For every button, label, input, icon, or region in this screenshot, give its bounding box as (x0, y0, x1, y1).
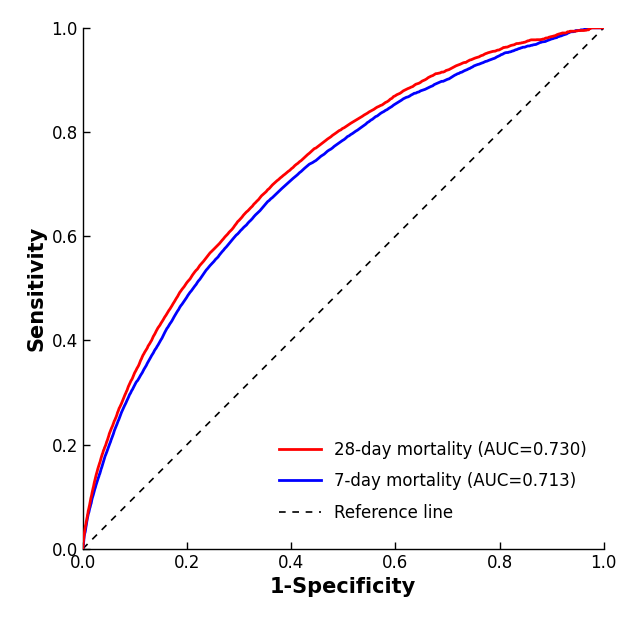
X-axis label: 1-Specificity: 1-Specificity (270, 577, 417, 597)
Legend: 28-day mortality (AUC=0.730), 7-day mortality (AUC=0.713), Reference line: 28-day mortality (AUC=0.730), 7-day mort… (271, 433, 595, 530)
Y-axis label: Sensitivity: Sensitivity (26, 226, 46, 351)
